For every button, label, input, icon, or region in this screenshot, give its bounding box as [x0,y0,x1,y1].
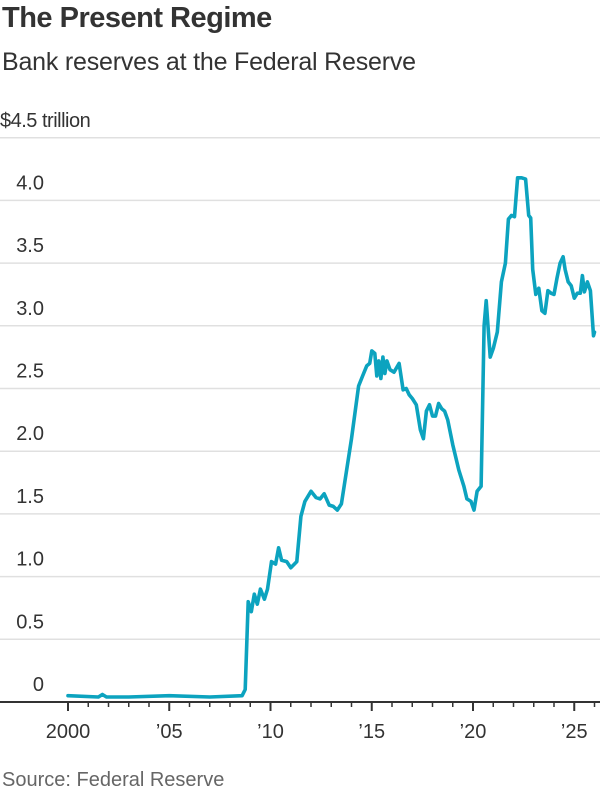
x-tick-label: ’20 [460,721,487,743]
source-note: Source: Federal Reserve [2,769,225,791]
y-tick-label: 2.5 [16,361,44,383]
y-tick-label: 3.5 [16,235,44,257]
y-axis-tick-labels: 0 0.5 1.0 1.5 2.0 2.5 3.0 3.5 4.0 [16,172,44,696]
x-tick-label: ’15 [358,721,385,743]
y-tick-label: 0.5 [16,611,44,633]
bank-reserves-line [66,176,597,699]
y-tick-label: 1.0 [16,549,44,571]
y-tick-label: 0 [33,674,44,696]
x-tick-label: ’05 [156,721,183,743]
y-tick-label: 4.0 [16,172,44,194]
y-axis-unit-label: $4.5 trillion [0,110,91,132]
chart-title: The Present Regime [2,2,272,34]
y-tick-label: 3.0 [16,298,44,320]
x-tick-label: ’10 [257,721,284,743]
y-tick-label: 2.0 [16,423,44,445]
y-tick-label: 1.5 [16,486,44,508]
x-tick-label: 2000 [46,721,91,743]
x-axis [0,701,600,711]
x-axis-tick-labels: 2000 ’05 ’10 ’15 ’20 ’25 [46,721,588,743]
gridlines [0,136,600,641]
chart-subtitle: Bank reserves at the Federal Reserve [2,48,416,76]
x-tick-label: ’25 [561,721,588,743]
